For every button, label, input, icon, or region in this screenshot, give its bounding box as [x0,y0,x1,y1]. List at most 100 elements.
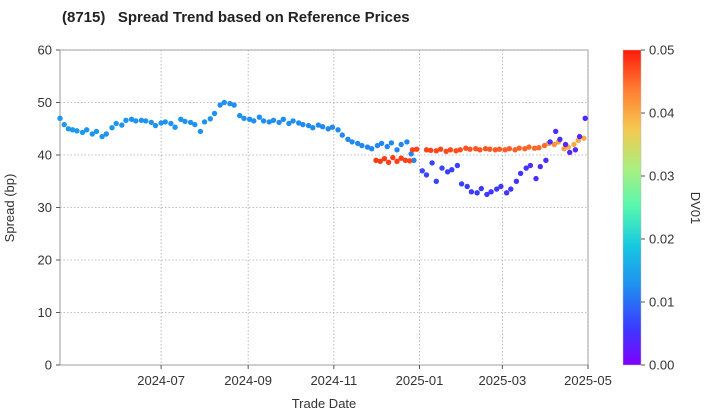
data-point [468,189,475,195]
data-point [437,146,444,152]
data-point [128,116,135,123]
data-point [428,147,434,153]
data-point [523,165,529,171]
data-point [57,115,63,122]
x-tick-label: 2025-03 [478,373,526,388]
data-point [536,145,542,151]
data-point [443,148,449,154]
data-point [364,144,371,150]
x-tick-label: 2025-05 [564,373,612,388]
y-axis-label: Spread (bp) [2,174,17,243]
x-axis-label: Trade Date [292,396,357,411]
data-point [325,126,331,132]
data-point [246,116,253,123]
data-point [192,121,198,128]
colorbar [622,49,642,366]
data-point [526,144,532,150]
data-point [339,132,345,138]
data-point [319,124,326,130]
data-point [374,142,381,149]
data-point [373,157,379,163]
data-point [423,147,430,153]
data-point [385,159,392,165]
data-point [148,119,154,126]
data-point [377,158,383,164]
x-tick-label: 2025-01 [396,373,444,388]
data-point [296,120,302,126]
data-point [473,146,479,152]
data-point [276,119,282,126]
data-point [533,175,539,182]
data-point [404,139,410,145]
data-point [65,126,72,132]
data-point [369,146,375,152]
data-point [508,186,514,192]
data-point [251,118,257,124]
data-point [512,147,518,153]
y-tick-label: 30 [38,200,52,215]
data-point [394,147,400,153]
colorbar-tick-label: 0.05 [649,43,674,58]
data-point [211,110,218,117]
data-point [458,181,465,187]
data-point [419,168,425,174]
data-point [557,136,563,142]
colorbar-tick-label: 0.04 [649,106,674,121]
data-point [433,148,439,154]
x-tick-label: 2024-07 [137,373,185,388]
data-point [123,117,129,124]
data-point [581,135,587,141]
data-point [449,167,455,173]
data-point [433,178,439,184]
data-point [381,156,388,162]
data-point [453,148,459,154]
data-point [553,128,559,135]
y-tick-label: 0 [45,358,52,373]
data-point [172,124,178,130]
colorbar-tick-label: 0.01 [649,295,674,310]
data-point [197,128,204,135]
data-point [69,127,76,133]
data-point [231,102,237,108]
data-point [329,124,336,130]
colorbar-tick-label: 0.00 [649,358,674,373]
data-point [378,140,385,147]
y-tick-label: 10 [38,305,52,320]
data-point [103,131,110,137]
data-point [572,147,579,153]
data-point [162,119,168,125]
data-point [444,169,451,175]
data-point [494,186,500,192]
data-point [143,118,149,124]
data-point [562,141,569,148]
data-point [582,115,588,122]
data-point [513,178,520,184]
data-point [201,119,208,125]
data-point [571,141,577,148]
data-point [355,140,361,147]
data-point [463,145,469,151]
data-point [315,122,322,128]
data-point [411,157,417,163]
data-point [474,190,480,196]
data-point [390,154,396,161]
data-point [237,112,243,119]
data-point [541,142,548,149]
data-point [464,183,470,190]
data-point [414,146,420,152]
data-point [290,118,296,124]
data-point [119,122,125,128]
data-point [478,185,484,192]
data-point [457,147,463,153]
data-point [227,100,233,107]
data-point [256,114,263,120]
data-point [531,145,538,151]
y-tick-label: 60 [38,43,52,58]
data-point [439,165,445,171]
data-point [260,118,267,124]
data-point [74,128,80,134]
data-point [349,139,355,145]
data-point [168,120,174,127]
